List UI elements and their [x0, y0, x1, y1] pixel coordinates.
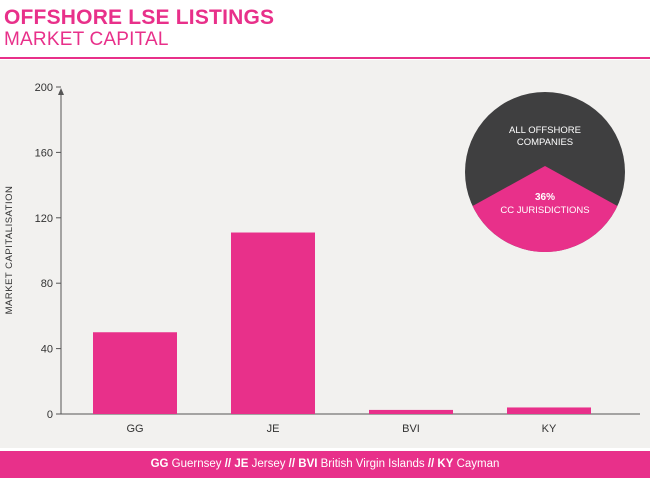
bar-ky [507, 407, 591, 414]
bar-je [231, 232, 315, 414]
pie-label-cc-jurisdictions: CC JURISDICTIONS [500, 205, 589, 216]
x-tick-label: KY [542, 423, 557, 435]
y-tick-label: 80 [41, 278, 53, 290]
legend-name: British Virgin Islands [320, 458, 425, 470]
plot-area: 0 40 80 120 160 200 MARKET CAPITALISATION GG JE B… [0, 60, 650, 448]
legend-item-je: JE Jersey [234, 458, 285, 470]
y-tick-label: 200 [35, 82, 53, 94]
pie-slice-cc-jurisdictions [472, 166, 618, 252]
bar-gg [93, 332, 177, 414]
header-divider [0, 57, 650, 59]
legend-item-bvi: BVI British Virgin Islands [298, 458, 424, 470]
legend-separator: // [288, 458, 296, 470]
pie-percent-label: 36% [535, 192, 555, 203]
y-tick-label: 160 [35, 147, 53, 159]
bar-bvi [369, 409, 453, 414]
pie-label-all-offshore: ALL OFFSHORE [509, 125, 581, 136]
legend-code: JE [234, 458, 249, 470]
legend-name: Guernsey [171, 458, 222, 470]
x-tick-label: JE [267, 423, 280, 435]
legend-separator: // [427, 458, 435, 470]
y-tick-label: 0 [47, 409, 53, 421]
chart-subtitle: MARKET CAPITAL [4, 29, 169, 50]
y-axis-arrow [58, 88, 64, 95]
legend-name: Jersey [251, 458, 286, 470]
y-tick-label: 40 [41, 344, 53, 356]
x-tick-label: BVI [402, 423, 420, 435]
y-tick-label: 120 [35, 213, 53, 225]
pie-label-all-offshore: COMPANIES [517, 137, 573, 148]
legend-code: GG [150, 458, 169, 470]
chart-title: OFFSHORE LSE LISTINGS [4, 6, 275, 29]
y-axis-label: MARKET CAPITALISATION [4, 186, 15, 315]
legend-code: KY [437, 458, 454, 470]
legend-name: Cayman [456, 458, 500, 470]
bar-chart: 0 40 80 120 160 200 MARKET CAPITALISATION GG JE B… [4, 82, 640, 435]
legend-bar: GG Guernsey // JE Jersey // BVI British … [0, 451, 650, 478]
legend-item-ky: KY Cayman [437, 458, 499, 470]
legend-code: BVI [298, 458, 318, 470]
x-tick-label: GG [126, 423, 143, 435]
legend-separator: // [224, 458, 232, 470]
legend-item-gg: GG Guernsey [151, 458, 222, 470]
